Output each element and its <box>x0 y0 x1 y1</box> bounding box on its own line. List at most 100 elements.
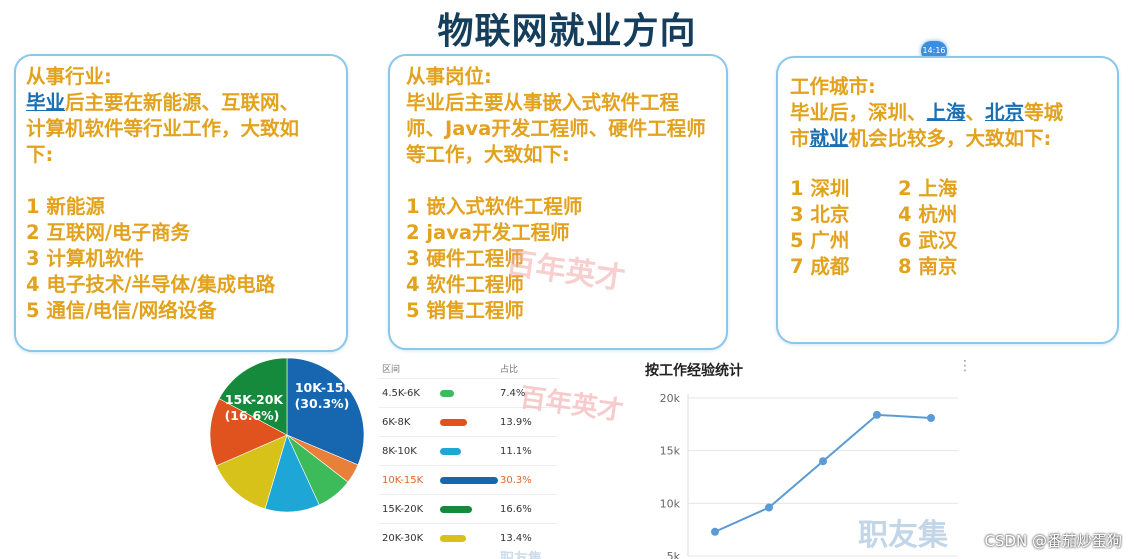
table-row: 4.5K-6K 7.4% <box>378 378 558 407</box>
share-bar <box>440 535 466 542</box>
share-bar <box>440 390 455 397</box>
industry-intro-link[interactable]: 毕业 <box>26 91 66 114</box>
city-link-beijing[interactable]: 北京 <box>985 101 1025 124</box>
share-bar <box>440 477 498 484</box>
industry-intro-line1: 后主要在新能源、互联网、 <box>65 91 300 114</box>
industry-intro-line2: 计算机软件等行业工作，大致如 <box>26 117 300 140</box>
data-point <box>873 410 881 419</box>
list-item: 4 杭州 <box>898 203 958 226</box>
y-tick-label: 15k <box>660 445 681 458</box>
position-intro-line1: 毕业后主要从事嵌入式软件工程 <box>406 91 680 114</box>
city-intro-text: 机会比较多，大致如下: <box>848 127 1052 150</box>
data-point <box>711 527 719 536</box>
table-row: 6K-8K 13.9% <box>378 407 558 436</box>
share-cell: 13.9% <box>500 416 532 428</box>
industry-list: 1 新能源 2 互联网/电子商务 3 计算机软件 4 电子技术/半导体/集成电路… <box>26 194 336 324</box>
list-item: 2 互联网/电子商务 <box>26 221 190 244</box>
list-item: 3 计算机软件 <box>26 247 144 270</box>
series-line <box>714 413 932 533</box>
city-intro-text: 市 <box>790 127 810 150</box>
industry-heading: 从事行业: <box>26 65 112 88</box>
share-cell: 16.6% <box>500 503 532 515</box>
position-list: 1 嵌入式软件工程师 2 java开发工程师 3 硬件工程师 4 软件工程师 5… <box>406 194 716 324</box>
range-cell: 20K-30K <box>382 532 424 544</box>
list-item: 2 上海 <box>898 177 958 200</box>
experience-line-chart: 按工作经验统计 ⋮ 20k 15k 10k 5k <box>618 352 974 559</box>
bar-cell <box>440 437 498 465</box>
table-row: 20K-30K 13.4% <box>378 523 558 552</box>
list-item: 5 通信/电信/网络设备 <box>26 299 217 322</box>
y-tick-label: 5k <box>667 550 681 559</box>
list-item: 1 深圳 <box>790 177 850 200</box>
chart-title: 按工作经验统计 <box>645 363 743 379</box>
csdn-watermark: CSDN @番茄炒蛋狗 <box>984 532 1122 550</box>
share-cell: 7.4% <box>500 387 526 399</box>
list-item: 4 软件工程师 <box>406 273 524 296</box>
city-intro-line1: 毕业后，深圳、上海、北京等城 <box>790 100 1107 126</box>
pie-slice <box>216 434 288 510</box>
city-list: 1 深圳 2 上海 3 北京 4 杭州 5 广州 6 武汉 7 成都 8 南京 <box>790 176 1107 280</box>
table-row: 8K-10K 11.1% <box>378 436 558 465</box>
share-cell: 30.3% <box>500 474 532 486</box>
pie-label-1-pct: (30.3%) <box>295 396 350 411</box>
y-tick-label: 20k <box>660 392 681 405</box>
list-item: 5 广州 <box>790 229 850 252</box>
city-intro-text: 毕业后，深圳、 <box>790 101 927 124</box>
industry-intro: 毕业后主要在新能源、互联网、 <box>26 90 336 116</box>
position-heading: 从事岗位: <box>406 65 492 88</box>
table-header: 区间 占比 <box>378 358 558 378</box>
share-bar <box>440 506 472 513</box>
share-bar <box>440 419 467 426</box>
list-item: 3 硬件工程师 <box>406 247 524 270</box>
range-cell: 6K-8K <box>382 416 411 428</box>
salary-table: 区间 占比 4.5K-6K 7.4% 6K-8K 13.9% 8K-10K 11.1% 10… <box>378 358 558 559</box>
share-cell: 11.1% <box>500 445 532 457</box>
range-cell: 10K-15K <box>382 474 424 486</box>
city-intro-text: 等城 <box>1024 101 1064 124</box>
list-item: 5 销售工程师 <box>406 299 524 322</box>
position-intro-line2: 师、Java开发工程师、硬件工程师 <box>406 117 706 140</box>
list-item: 6 武汉 <box>898 229 958 252</box>
range-cell: 8K-10K <box>382 445 417 457</box>
bar-cell <box>440 495 498 523</box>
position-intro-line3: 等工作，大致如下: <box>406 143 570 166</box>
data-point <box>927 414 935 423</box>
list-item: 3 北京 <box>790 203 850 226</box>
pie-label-1: 10K-15K <box>295 380 355 395</box>
page-title: 物联网就业方向 <box>437 11 697 52</box>
more-icon[interactable]: ⋮ <box>958 358 972 374</box>
city-intro-line2: 市就业机会比较多，大致如下: <box>790 126 1107 152</box>
list-item: 7 成都 <box>790 255 850 278</box>
city-intro-text: 、 <box>965 101 986 124</box>
pie-label-2-pct: (16.6%) <box>225 408 280 423</box>
data-point <box>819 457 827 466</box>
industry-intro-line3: 下: <box>26 143 54 166</box>
share-cell: 13.4% <box>500 532 532 544</box>
pie-slice <box>210 398 288 467</box>
list-item: 1 嵌入式软件工程师 <box>406 195 583 218</box>
bar-cell <box>440 524 498 552</box>
y-tick-label: 10k <box>660 497 681 510</box>
range-cell: 4.5K-6K <box>382 387 420 399</box>
salary-pie-chart: 10K-15K (30.3%) 15K-20K (16.6%) <box>210 358 365 513</box>
line-chart-svg: 20k 15k 10k 5k <box>660 392 958 559</box>
bar-cell <box>440 466 498 494</box>
col-range-header: 区间 <box>382 364 401 375</box>
bar-cell <box>440 379 498 407</box>
position-card: 从事岗位: 毕业后主要从事嵌入式软件工程 师、Java开发工程师、硬件工程师 等… <box>388 54 728 350</box>
range-cell: 15K-20K <box>382 503 424 515</box>
list-item: 8 南京 <box>898 255 958 278</box>
city-link-shanghai[interactable]: 上海 <box>926 101 966 124</box>
pie-slice <box>218 358 288 436</box>
share-bar <box>440 448 462 455</box>
bar-cell <box>440 408 498 436</box>
list-item: 4 电子技术/半导体/集成电路 <box>26 273 276 296</box>
city-link-jiuye[interactable]: 就业 <box>809 127 849 150</box>
data-point <box>765 503 773 512</box>
pie-slice <box>286 358 365 466</box>
table-row: 10K-15K 30.3% <box>378 465 558 494</box>
col-share-header: 占比 <box>500 364 519 375</box>
pie-label-2: 15K-20K <box>225 392 285 407</box>
list-item: 1 新能源 <box>26 195 105 218</box>
list-item: 2 java开发工程师 <box>406 221 570 244</box>
